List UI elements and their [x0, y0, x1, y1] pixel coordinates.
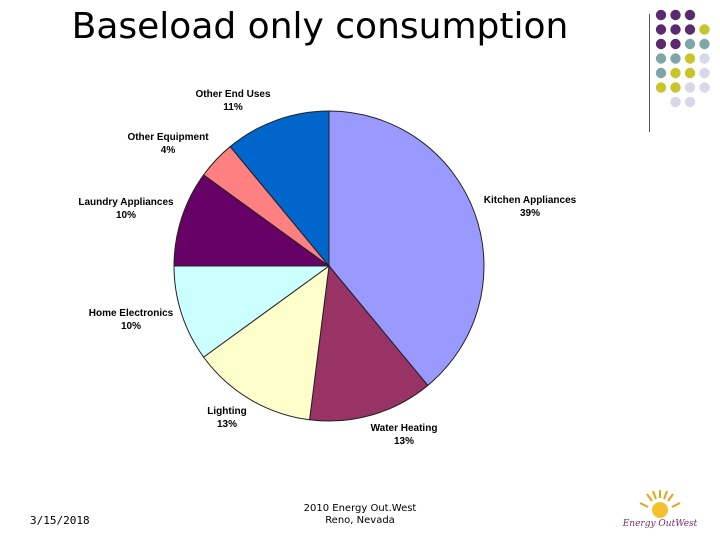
slice-label: Home Electronics [89, 308, 174, 319]
slice-label: Kitchen Appliances [484, 195, 577, 206]
decorative-dot [684, 24, 696, 35]
decorative-dot [699, 24, 710, 35]
logo-text: Energy OutWest [622, 519, 698, 529]
decorative-dot [670, 38, 681, 50]
slice-value-label: 11% [223, 102, 243, 113]
pie-chart: Kitchen Appliances 39% Water Heating 13% Lig… [78, 89, 577, 447]
decorative-dot [699, 82, 710, 93]
decorative-dot-grid [655, 9, 710, 108]
decorative-dot [684, 9, 696, 21]
decorative-dot [670, 24, 681, 35]
decorative-dot [699, 53, 710, 64]
slice-label: Laundry Appliances [78, 197, 174, 208]
title-divider-line [649, 14, 650, 132]
decorative-dot [684, 38, 696, 50]
decorative-dot [655, 53, 667, 64]
pie-slice-kitchen-appliances [328, 110, 485, 387]
slice-label: Other Equipment [127, 132, 209, 143]
decorative-dot [670, 96, 681, 108]
decorative-dot [655, 24, 667, 35]
slide-date: 3/15/2018 [30, 514, 90, 527]
org-name: 2010 Energy Out.West [303, 503, 417, 514]
decorative-dot [699, 67, 710, 79]
pie-slice-water-heating [309, 264, 429, 422]
slice-label: Lighting [207, 406, 246, 417]
slice-label: Other End Uses [195, 89, 270, 100]
slice-value-label: 39% [520, 208, 540, 219]
decorative-dot [670, 53, 681, 64]
slice-value-label: 4% [161, 145, 176, 156]
pie-slice-other-end-uses [229, 110, 330, 268]
slide-organization: 2010 Energy Out.West Reno, Nevada [280, 503, 440, 527]
pie-slice-home-electronics [173, 265, 331, 358]
decorative-dot [699, 38, 710, 50]
pie-slice-lighting [202, 264, 330, 421]
decorative-dot [655, 38, 667, 50]
org-location: Reno, Nevada [325, 515, 395, 526]
decorative-dot [684, 53, 696, 64]
energy-outwest-logo: Energy OutWest [622, 490, 698, 529]
decorative-dot [670, 82, 681, 93]
pie-slice-laundry-appliances [173, 174, 331, 267]
slice-label: Water Heating [371, 423, 438, 434]
decorative-dot [670, 9, 681, 21]
decorative-dot [655, 82, 667, 93]
decorative-dot [684, 96, 696, 108]
slice-value-label: 10% [116, 210, 136, 221]
slice-value-label: 13% [217, 419, 237, 430]
sun-icon [639, 490, 681, 518]
slice-value-label: 10% [121, 321, 141, 332]
decorative-dot [655, 9, 667, 21]
decorative-dot [684, 82, 696, 93]
slide-title: Baseload only consumption [71, 6, 569, 47]
slice-value-label: 13% [394, 436, 414, 447]
decorative-dot [684, 67, 696, 79]
decorative-dot [670, 67, 681, 79]
decorative-dot [655, 67, 667, 79]
